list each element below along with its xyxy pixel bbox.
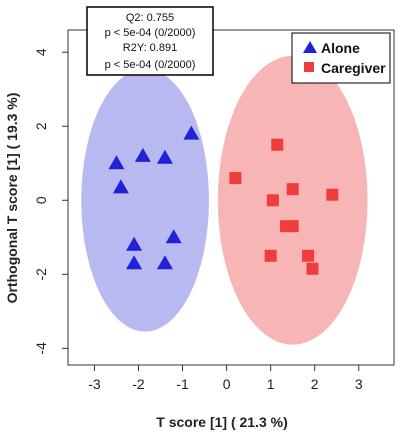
legend-caregiver-square-icon — [304, 62, 314, 72]
point-caregiver — [271, 138, 284, 151]
legend-alone-triangle-icon — [303, 41, 317, 53]
stat-r2y-pvalue: p < 5e-04 (0/2000) — [105, 59, 196, 71]
point-caregiver — [286, 183, 299, 196]
data-points — [108, 125, 339, 275]
legend-label-alone: Alone — [321, 40, 360, 56]
x-tick-label: -2 — [132, 376, 145, 392]
point-alone — [126, 255, 143, 270]
point-alone — [108, 155, 125, 170]
y-tick-label: 2 — [33, 122, 49, 130]
point-caregiver — [326, 188, 339, 201]
plot-frame — [67, 29, 395, 366]
y-tick-label: -2 — [33, 268, 49, 281]
legend: Alone Caregiver — [291, 32, 391, 84]
stat-q2-pvalue: p < 5e-04 (0/2000) — [105, 27, 196, 39]
x-tick-label: -3 — [88, 376, 101, 392]
legend-frame — [291, 32, 391, 84]
x-axis-title: T score [1] ( 21.3 %) — [156, 414, 288, 430]
x-tick-label: 2 — [311, 376, 319, 392]
point-caregiver — [306, 262, 319, 275]
point-alone — [134, 147, 151, 162]
ellipse-caregiver — [217, 55, 368, 345]
x-tick-label: 1 — [267, 376, 275, 392]
legend-label-caregiver: Caregiver — [321, 60, 386, 76]
confidence-ellipses — [81, 55, 368, 345]
point-alone — [156, 149, 173, 164]
point-alone — [156, 255, 173, 270]
point-caregiver — [286, 220, 299, 233]
stat-q2: Q2: 0.755 — [126, 12, 174, 24]
y-tick-label: 4 — [33, 48, 49, 56]
x-tick-label: 3 — [355, 376, 363, 392]
ellipse-alone — [81, 68, 209, 332]
stat-r2y: R2Y: 0.891 — [123, 42, 177, 54]
y-axis-title: Orthogonal T score [1] ( 19.3 %) — [4, 93, 20, 304]
point-caregiver — [229, 172, 242, 185]
point-alone — [126, 236, 143, 251]
point-caregiver — [264, 249, 277, 262]
y-tick-label: -4 — [33, 342, 49, 355]
point-alone — [165, 229, 182, 244]
y-tick-label: 0 — [33, 196, 49, 204]
point-alone — [112, 179, 129, 194]
x-tick-label: 0 — [223, 376, 231, 392]
stats-box-frame — [86, 6, 214, 76]
point-caregiver — [302, 249, 315, 262]
axes: -3 -2 -1 0 1 2 3 -4 -2 0 2 4 — [33, 29, 395, 392]
x-tick-label: -1 — [176, 376, 189, 392]
point-caregiver — [266, 194, 279, 207]
model-stats-box: Q2: 0.755 p < 5e-04 (0/2000) R2Y: 0.891 … — [86, 6, 214, 76]
point-alone — [183, 125, 200, 140]
